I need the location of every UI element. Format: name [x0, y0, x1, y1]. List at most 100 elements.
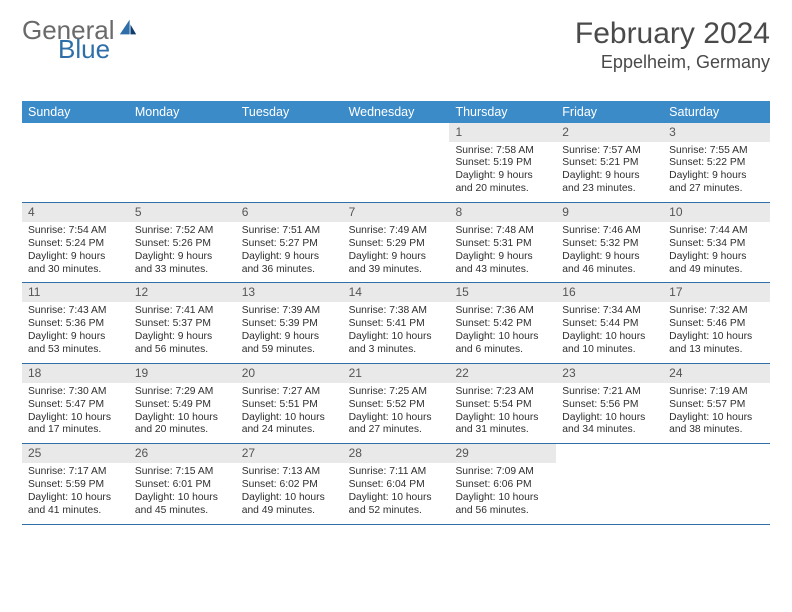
day-body: Sunrise: 7:57 AMSunset: 5:21 PMDaylight:…	[556, 142, 663, 202]
day-number: 27	[236, 444, 343, 463]
day-body: Sunrise: 7:23 AMSunset: 5:54 PMDaylight:…	[449, 383, 556, 443]
day-ss: Sunset: 5:46 PM	[669, 318, 764, 331]
day-body: Sunrise: 7:11 AMSunset: 6:04 PMDaylight:…	[343, 463, 450, 523]
day-sr: Sunrise: 7:27 AM	[242, 386, 337, 399]
day-sr: Sunrise: 7:54 AM	[28, 225, 123, 238]
day-d2: and 49 minutes.	[242, 505, 337, 518]
day-body: Sunrise: 7:58 AMSunset: 5:19 PMDaylight:…	[449, 142, 556, 202]
day-ss: Sunset: 6:06 PM	[455, 479, 550, 492]
day-cell: 29Sunrise: 7:09 AMSunset: 6:06 PMDayligh…	[449, 444, 556, 523]
day-ss: Sunset: 5:49 PM	[135, 399, 230, 412]
day-d1: Daylight: 10 hours	[455, 492, 550, 505]
day-body: Sunrise: 7:52 AMSunset: 5:26 PMDaylight:…	[129, 222, 236, 282]
day-cell	[663, 444, 770, 523]
day-ss: Sunset: 5:24 PM	[28, 238, 123, 251]
day-d1: Daylight: 10 hours	[242, 492, 337, 505]
month-title: February 2024	[575, 18, 770, 50]
day-d2: and 53 minutes.	[28, 344, 123, 357]
day-d2: and 27 minutes.	[669, 183, 764, 196]
day-d1: Daylight: 10 hours	[669, 412, 764, 425]
day-body: Sunrise: 7:27 AMSunset: 5:51 PMDaylight:…	[236, 383, 343, 443]
day-d1: Daylight: 9 hours	[135, 331, 230, 344]
day-ss: Sunset: 5:29 PM	[349, 238, 444, 251]
day-d2: and 56 minutes.	[135, 344, 230, 357]
day-cell: 3Sunrise: 7:55 AMSunset: 5:22 PMDaylight…	[663, 123, 770, 202]
day-sr: Sunrise: 7:48 AM	[455, 225, 550, 238]
day-ss: Sunset: 5:44 PM	[562, 318, 657, 331]
day-cell	[343, 123, 450, 202]
day-number: 15	[449, 283, 556, 302]
day-d2: and 20 minutes.	[135, 424, 230, 437]
day-body: Sunrise: 7:54 AMSunset: 5:24 PMDaylight:…	[22, 222, 129, 282]
day-sr: Sunrise: 7:39 AM	[242, 305, 337, 318]
day-number: 5	[129, 203, 236, 222]
day-d2: and 59 minutes.	[242, 344, 337, 357]
day-cell: 16 Sunrise: 7:34 AMSunset: 5:44 PMDayligh…	[556, 283, 663, 362]
day-d1: Daylight: 10 hours	[562, 331, 657, 344]
day-number: 16	[556, 283, 663, 302]
day-body	[236, 142, 343, 151]
day-number: 6	[236, 203, 343, 222]
day-d2: and 52 minutes.	[349, 505, 444, 518]
day-number: 11	[22, 283, 129, 302]
day-cell: 27Sunrise: 7:13 AMSunset: 6:02 PMDayligh…	[236, 444, 343, 523]
day-d1: Daylight: 10 hours	[28, 492, 123, 505]
day-cell	[22, 123, 129, 202]
day-d1: Daylight: 9 hours	[28, 251, 123, 264]
day-body: Sunrise: 7:43 AMSunset: 5:36 PMDaylight:…	[22, 302, 129, 362]
day-number: 2	[556, 123, 663, 142]
day-number: 26	[129, 444, 236, 463]
day-d2: and 13 minutes.	[669, 344, 764, 357]
day-sr: Sunrise: 7:25 AM	[349, 386, 444, 399]
weekday-header-row: Sunday Monday Tuesday Wednesday Thursday…	[22, 101, 770, 123]
day-number: 19	[129, 364, 236, 383]
day-number: 22	[449, 364, 556, 383]
weekday-friday: Friday	[556, 101, 663, 123]
day-cell: 12Sunrise: 7:41 AMSunset: 5:37 PMDayligh…	[129, 283, 236, 362]
day-ss: Sunset: 5:31 PM	[455, 238, 550, 251]
day-body	[129, 142, 236, 151]
day-cell: 26Sunrise: 7:15 AMSunset: 6:01 PMDayligh…	[129, 444, 236, 523]
day-d2: and 45 minutes.	[135, 505, 230, 518]
day-number: 23	[556, 364, 663, 383]
day-cell: 6Sunrise: 7:51 AMSunset: 5:27 PMDaylight…	[236, 203, 343, 282]
day-ss: Sunset: 5:34 PM	[669, 238, 764, 251]
day-ss: Sunset: 5:26 PM	[135, 238, 230, 251]
day-body: Sunrise: 7:38 AMSunset: 5:41 PMDaylight:…	[343, 302, 450, 362]
day-cell: 10Sunrise: 7:44 AMSunset: 5:34 PMDayligh…	[663, 203, 770, 282]
day-d2: and 31 minutes.	[455, 424, 550, 437]
day-body: Sunrise: 7:13 AMSunset: 6:02 PMDaylight:…	[236, 463, 343, 523]
day-ss: Sunset: 5:56 PM	[562, 399, 657, 412]
brand-sail-icon-stack	[117, 18, 139, 36]
day-number: 13	[236, 283, 343, 302]
day-sr: Sunrise: 7:52 AM	[135, 225, 230, 238]
day-d1: Daylight: 9 hours	[28, 331, 123, 344]
day-d1: Daylight: 9 hours	[562, 170, 657, 183]
day-sr: Sunrise: 7:43 AM	[28, 305, 123, 318]
day-sr: Sunrise: 7:34 AM	[562, 305, 657, 318]
day-cell: 5Sunrise: 7:52 AMSunset: 5:26 PMDaylight…	[129, 203, 236, 282]
day-body	[22, 142, 129, 151]
day-d1: Daylight: 9 hours	[455, 251, 550, 264]
day-number: 21	[343, 364, 450, 383]
day-cell	[556, 444, 663, 523]
day-d2: and 10 minutes.	[562, 344, 657, 357]
day-sr: Sunrise: 7:17 AM	[28, 466, 123, 479]
day-d2: and 41 minutes.	[28, 505, 123, 518]
day-body: Sunrise: 7:09 AMSunset: 6:06 PMDaylight:…	[449, 463, 556, 523]
day-body	[663, 463, 770, 472]
day-number: 28	[343, 444, 450, 463]
day-number: 25	[22, 444, 129, 463]
weekday-sunday: Sunday	[22, 101, 129, 123]
day-body: Sunrise: 7:46 AMSunset: 5:32 PMDaylight:…	[556, 222, 663, 282]
day-body: Sunrise: 7:49 AMSunset: 5:29 PMDaylight:…	[343, 222, 450, 282]
location: Eppelheim, Germany	[575, 52, 770, 73]
day-ss: Sunset: 5:36 PM	[28, 318, 123, 331]
day-cell	[129, 123, 236, 202]
day-d1: Daylight: 10 hours	[135, 412, 230, 425]
day-d1: Daylight: 10 hours	[455, 412, 550, 425]
day-body: Sunrise: 7:25 AMSunset: 5:52 PMDaylight:…	[343, 383, 450, 443]
day-ss: Sunset: 5:22 PM	[669, 157, 764, 170]
day-sr: Sunrise: 7:15 AM	[135, 466, 230, 479]
day-cell: 18Sunrise: 7:30 AMSunset: 5:47 PMDayligh…	[22, 364, 129, 443]
